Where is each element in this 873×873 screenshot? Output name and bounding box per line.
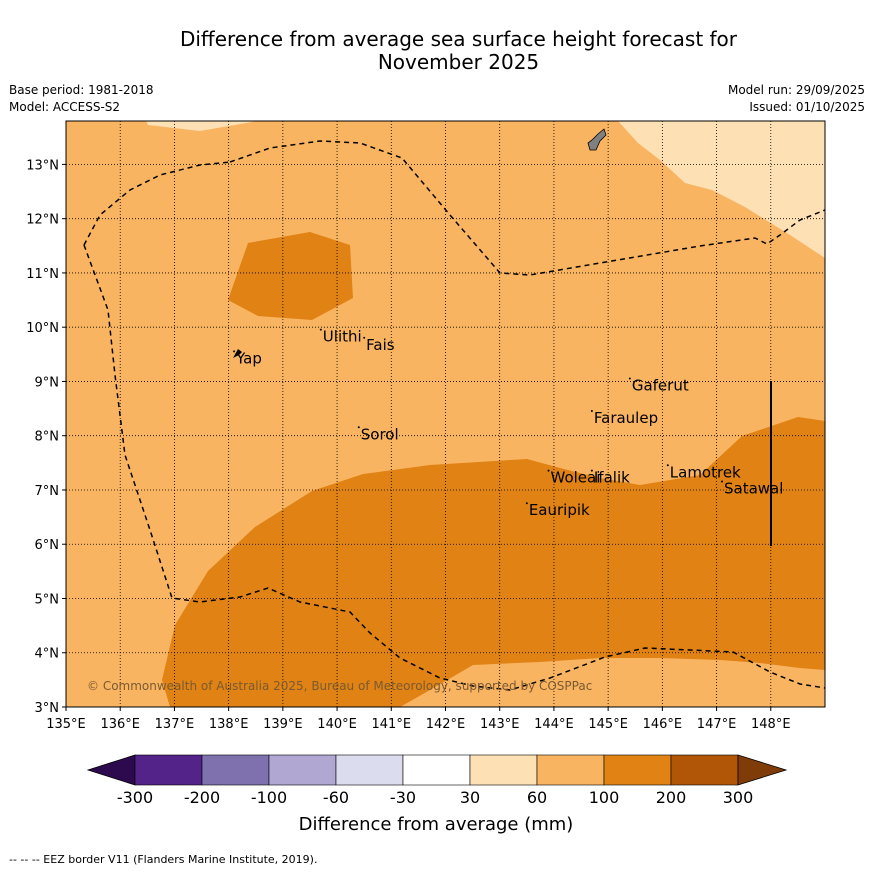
chart-title: Difference from average sea surface heig… <box>0 28 873 74</box>
issued-date: Issued: 01/10/2025 <box>749 100 865 114</box>
colorbar-segment <box>670 754 739 786</box>
title-line1: Difference from average sea surface heig… <box>179 27 738 51</box>
place-marker <box>720 480 723 483</box>
lon-tick-label: 138°E <box>209 717 249 732</box>
lat-tick-label: 3°N <box>35 701 60 716</box>
colorbar-extend-high <box>737 754 788 786</box>
model-run: Model run: 29/09/2025 <box>727 83 865 97</box>
copyright-text: © Commonwealth of Australia 2025, Bureau… <box>87 679 592 693</box>
eez-border <box>83 140 825 691</box>
band-dark-south <box>162 417 825 707</box>
place-label-sorol: Sorol <box>361 425 399 443</box>
lon-tick-label: 146°E <box>643 717 683 732</box>
place-label-ulithi: Ulithi <box>323 328 362 346</box>
colorbar-tick-label: -100 <box>251 788 287 807</box>
place-label-yap: Yap <box>235 349 262 367</box>
place-label-ifalik: Ifalik <box>594 469 630 487</box>
place-label-satawal: Satawal <box>724 480 783 498</box>
yap-island-shape <box>233 349 242 358</box>
lat-tick-label: 6°N <box>35 538 60 553</box>
colorbar-tick-label: -200 <box>184 788 220 807</box>
colorbar-tick-label: 60 <box>527 788 547 807</box>
model-name: Model: ACCESS-S2 <box>9 100 121 114</box>
colorbar-segment <box>603 754 672 786</box>
place-labels: Yap Ulithi Fais Sorol Gaferut Faraulep WoleaiI… <box>233 328 783 519</box>
colorbar-tick-label: -30 <box>390 788 416 807</box>
lat-tick-label: 5°N <box>35 592 60 607</box>
lat-tick-label: 10°N <box>26 321 59 336</box>
colorbar-segment <box>469 754 538 786</box>
place-marker <box>525 502 528 505</box>
place-marker <box>590 469 593 472</box>
colorbar-segment <box>335 754 404 786</box>
lon-tick-label: 144°E <box>534 717 574 732</box>
colorbar-tick-label: 300 <box>723 788 754 807</box>
colorbar-segment <box>134 754 203 786</box>
place-marker <box>547 469 550 472</box>
place-marker <box>628 377 631 380</box>
title-line2: November 2025 <box>377 50 540 74</box>
eez-footnote: -- -- -- EEZ border V11 (Flanders Marine… <box>9 853 318 866</box>
colorbar-tick-label: -60 <box>323 788 349 807</box>
meta-left: Base period: 1981-2018 Model: ACCESS-S2 <box>9 82 154 116</box>
colorbar-tick-label: 200 <box>656 788 687 807</box>
colorbar-segment <box>402 754 471 786</box>
place-marker <box>357 426 360 429</box>
band-dark-patch-north <box>228 232 353 320</box>
colorbar: -300 -200 -100 -60 -30 30 60 100 200 300 Differenc… <box>86 754 788 835</box>
colorbar-tick-label: -300 <box>117 788 153 807</box>
lon-tick-label: 142°E <box>426 717 466 732</box>
lon-tick-label: 140°E <box>317 717 357 732</box>
place-marker <box>319 328 322 331</box>
lon-tick-label: 139°E <box>263 717 303 732</box>
place-marker <box>233 350 236 353</box>
colorbar-title: Difference from average (mm) <box>299 814 574 835</box>
lat-tick-label: 7°N <box>35 484 60 499</box>
lat-tick-label: 4°N <box>35 647 60 662</box>
place-label-faraulep: Faraulep <box>594 409 658 427</box>
colorbar-tick-label: 30 <box>460 788 480 807</box>
place-marker <box>363 336 366 339</box>
lon-tick-label: 141°E <box>372 717 412 732</box>
lat-tick-label: 8°N <box>35 430 60 445</box>
colorbar-segment <box>201 754 270 786</box>
colorbar-segment <box>268 754 337 786</box>
place-label-gaferut: Gaferut <box>632 376 689 394</box>
lat-tick-label: 13°N <box>26 158 59 173</box>
meta-right: Model run: 29/09/2025 Issued: 01/10/2025 <box>728 82 865 116</box>
place-label-lamotrek: Lamotrek <box>670 463 741 481</box>
lat-tick-label: 11°N <box>26 267 59 282</box>
lon-tick-label: 137°E <box>155 717 195 732</box>
colorbar-extend-low <box>86 754 136 786</box>
lat-tick-label: 9°N <box>35 375 60 390</box>
gridlines <box>66 121 825 707</box>
lon-tick-label: 135°E <box>46 717 86 732</box>
lon-tick-label: 143°E <box>480 717 520 732</box>
colorbar-segment <box>536 754 605 786</box>
lat-tick-label: 12°N <box>26 213 59 228</box>
band-light-topright <box>618 121 825 258</box>
colorbar-tick-label: 100 <box>589 788 620 807</box>
place-label-eauripik: Eauripik <box>529 501 590 519</box>
lon-tick-label: 145°E <box>588 717 628 732</box>
place-marker <box>590 410 593 412</box>
place-marker <box>666 464 669 467</box>
base-period: Base period: 1981-2018 <box>9 83 154 97</box>
place-label-fais: Fais <box>366 336 395 354</box>
guam-island-shape <box>587 128 607 151</box>
map-axes: 135°E 136°E 137°E 138°E 139°E 140°E 141°E 142°E… <box>26 158 790 732</box>
lon-tick-label: 148°E <box>751 717 791 732</box>
lon-tick-label: 136°E <box>100 717 140 732</box>
place-label-woleai: Woleai <box>551 469 601 487</box>
band-light-topleft <box>146 121 258 131</box>
lon-tick-label: 147°E <box>697 717 737 732</box>
